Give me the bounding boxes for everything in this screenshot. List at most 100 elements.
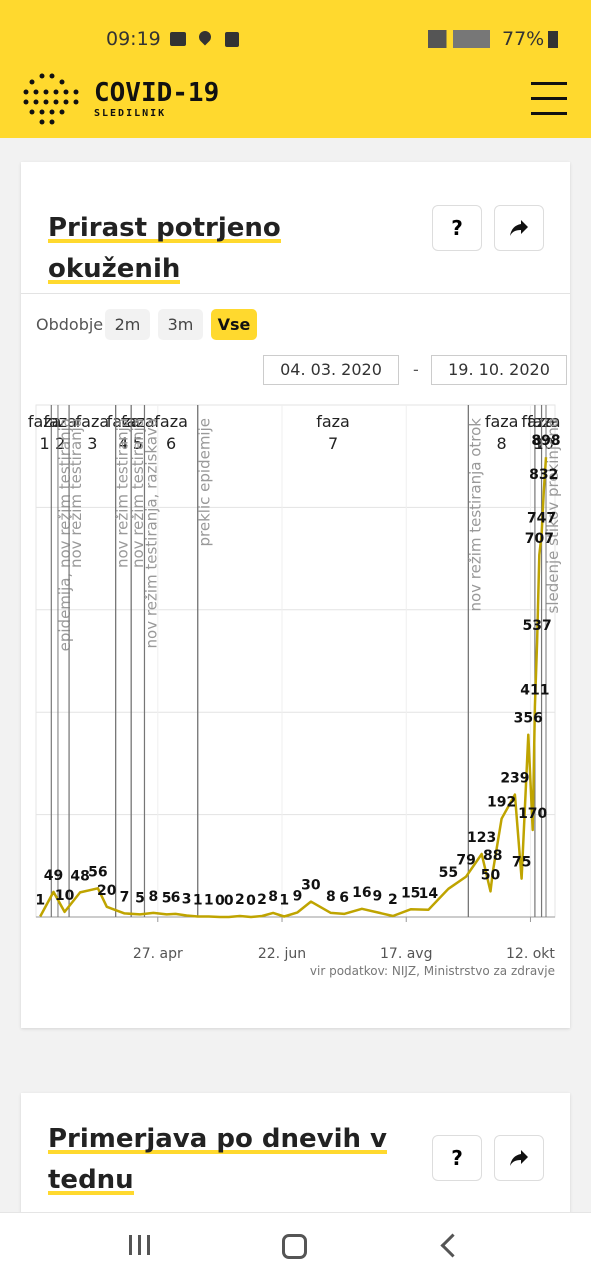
help-button-2[interactable]: ? xyxy=(432,1135,482,1181)
value-label: 79 xyxy=(456,853,475,869)
phase-word: faza xyxy=(154,412,188,431)
value-label: 9 xyxy=(293,888,303,904)
value-label: 8 xyxy=(268,889,278,905)
date-from[interactable]: 04. 03. 2020 xyxy=(263,355,399,385)
phase-word: faza xyxy=(485,412,519,431)
value-label: 1 xyxy=(279,892,289,908)
period-button[interactable]: 2m xyxy=(105,309,150,340)
phase-word: faza xyxy=(121,412,155,431)
event-label: nov režim testiranja otrok xyxy=(466,418,484,612)
value-label: 9 xyxy=(373,888,383,904)
event-label: nov režim testiranja xyxy=(114,418,132,568)
help-button[interactable]: ? xyxy=(432,205,482,251)
value-label: 832 xyxy=(529,467,558,483)
value-label: 8 xyxy=(326,889,336,905)
source: vir podatkov: NIJZ, Ministrstvo za zdrav… xyxy=(309,964,555,978)
check-icon xyxy=(225,32,239,47)
event-label: nov režim testiranja xyxy=(129,418,147,568)
gallery-icon xyxy=(170,32,186,46)
value-label: 356 xyxy=(514,711,543,727)
data-line xyxy=(39,457,548,919)
phase-number: 6 xyxy=(166,434,176,453)
chart-card xyxy=(21,162,570,1028)
value-label: 123 xyxy=(467,830,496,846)
share-button-2[interactable] xyxy=(494,1135,544,1181)
value-label: 49 xyxy=(44,868,63,884)
value-label: 239 xyxy=(500,771,529,787)
phase-word: faza xyxy=(28,412,62,431)
share-button[interactable] xyxy=(494,205,544,251)
phase-word: faza xyxy=(76,412,110,431)
value-label: 5 xyxy=(162,890,172,906)
status-bar: 09:19 77% xyxy=(0,0,591,62)
value-label: 537 xyxy=(523,618,552,634)
app-title: COVID-19 xyxy=(94,78,220,108)
card-title: Prirast potrjeno okuženih xyxy=(48,208,418,290)
x-tick-label: 12. okt xyxy=(506,946,555,962)
value-label: 16 xyxy=(352,885,371,901)
value-label: 75 xyxy=(512,855,531,871)
value-label: 55 xyxy=(439,865,458,881)
card2-title: Primerjava po dnevih v tednu xyxy=(48,1119,408,1201)
value-label: 50 xyxy=(481,867,501,883)
value-label: 30 xyxy=(301,878,321,894)
menu-button[interactable] xyxy=(531,82,567,116)
event-label: nov režim testiranja xyxy=(67,418,85,568)
battery-icon xyxy=(548,31,558,48)
phase-number: 2 xyxy=(55,434,65,453)
value-label: 0 xyxy=(215,893,225,909)
x-tick-label: 27. apr xyxy=(133,946,183,962)
event-label: preklic epidemije xyxy=(196,418,214,546)
value-label: 3 xyxy=(182,891,192,907)
date-separator: - xyxy=(413,360,419,379)
value-label: 2 xyxy=(388,892,398,908)
x-tick-label: 22. jun xyxy=(258,946,306,962)
app-header: COVID-19 SLEDILNIK xyxy=(0,62,591,138)
phase-number: 7 xyxy=(328,434,338,453)
phase-number: 9 xyxy=(533,434,543,453)
phase-word: faza xyxy=(521,412,555,431)
divider xyxy=(21,293,570,294)
period-button[interactable]: Vse xyxy=(211,309,257,340)
logo xyxy=(23,73,79,125)
event-label: sledenje stikov prekinjeno xyxy=(544,418,562,614)
value-label: 14 xyxy=(419,886,439,902)
value-label: 15 xyxy=(401,885,420,901)
value-label: 2 xyxy=(257,892,267,908)
phase-number: 5 xyxy=(133,434,143,453)
date-to[interactable]: 19. 10. 2020 xyxy=(431,355,567,385)
phase-word: faza xyxy=(107,412,141,431)
recent-apps-button[interactable] xyxy=(129,1235,151,1255)
phase-number: 1 xyxy=(40,434,50,453)
back-button[interactable] xyxy=(440,1233,465,1258)
value-label: 6 xyxy=(339,890,349,906)
phase-number: 4 xyxy=(118,434,128,453)
value-label: 20 xyxy=(97,883,117,899)
value-label: 0 xyxy=(224,893,234,909)
home-button[interactable] xyxy=(282,1234,307,1259)
phase-number: 10 xyxy=(534,434,554,453)
value-label: 56 xyxy=(88,864,107,880)
period-button[interactable]: 3m xyxy=(158,309,203,340)
value-label: 48 xyxy=(70,868,89,884)
value-label: 898 xyxy=(531,433,560,449)
x-tick-label: 17. avg xyxy=(380,946,432,962)
value-label: 7 xyxy=(120,889,130,905)
share-icon xyxy=(510,220,528,236)
signal-icons xyxy=(428,30,490,48)
value-label: 2 xyxy=(235,892,245,908)
value-label: 192 xyxy=(487,795,516,811)
value-label: 1 xyxy=(193,892,203,908)
phase-word: faza xyxy=(527,412,561,431)
period-label: Obdobje xyxy=(36,315,104,334)
value-label: 10 xyxy=(55,888,75,904)
phase-number: 3 xyxy=(87,434,97,453)
event-label: nov režim testiranja, raziskava xyxy=(142,418,160,648)
value-label: 1 xyxy=(204,892,214,908)
value-label: 170 xyxy=(518,806,547,822)
value-label: 5 xyxy=(135,890,145,906)
value-label: 88 xyxy=(483,848,502,864)
share-icon xyxy=(510,1150,528,1166)
value-label: 1 xyxy=(35,892,45,908)
